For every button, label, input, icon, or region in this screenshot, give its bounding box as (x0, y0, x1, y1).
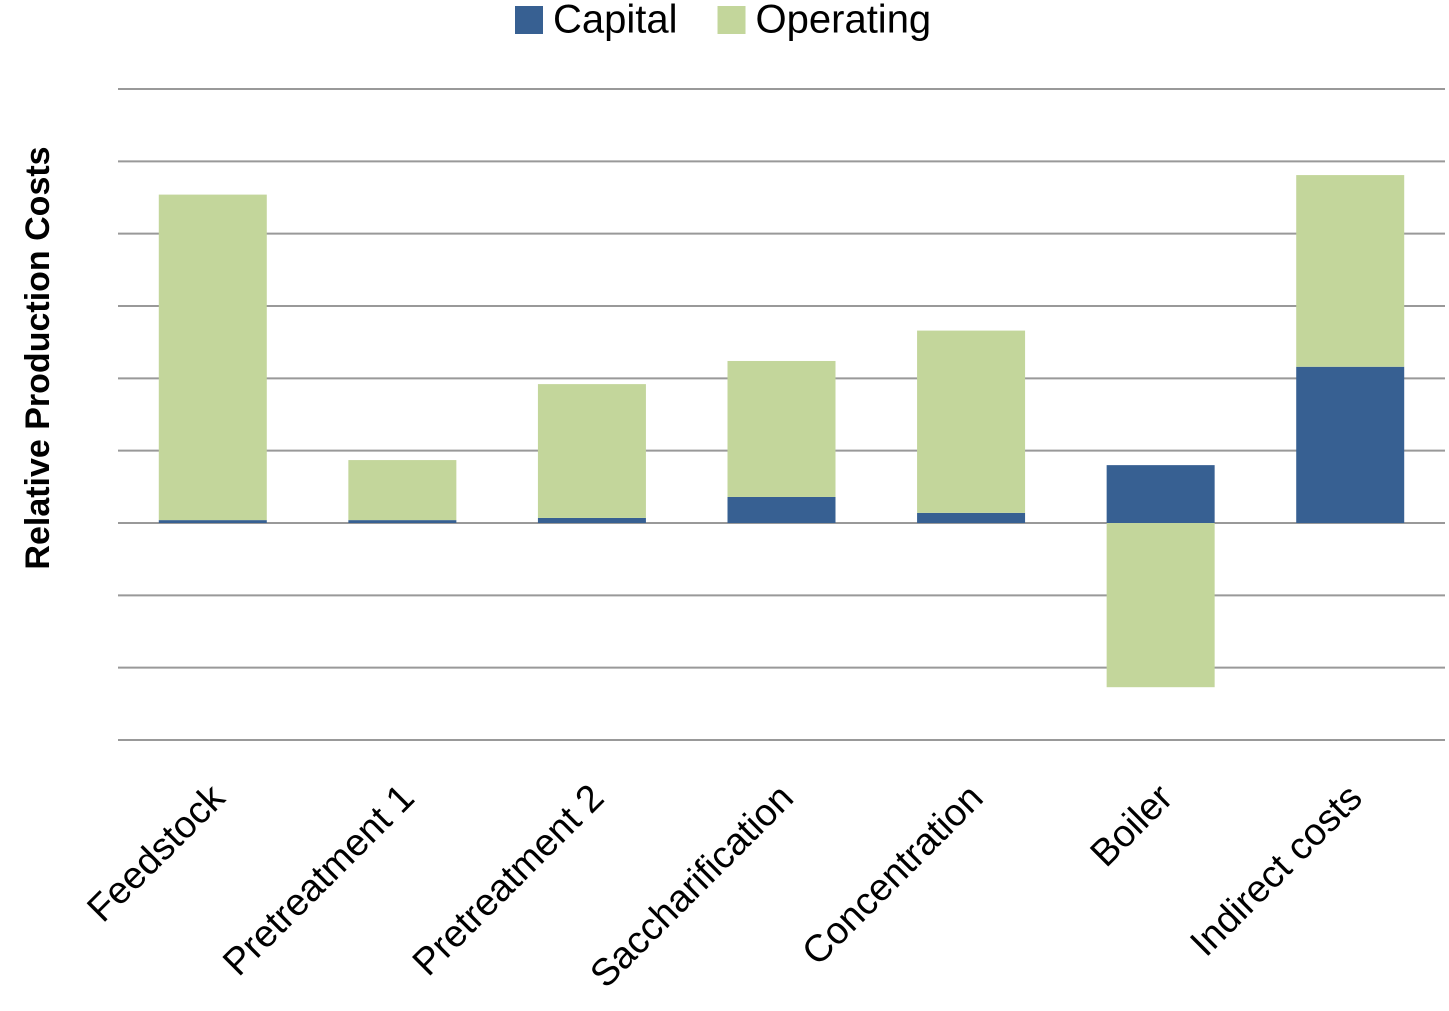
y-axis-title: Relative Production Costs (19, 146, 57, 569)
bar-segment (917, 330, 1026, 513)
x-tick-label: Pretreatment 1 (215, 777, 422, 984)
x-tick-label: Saccharification (582, 777, 801, 996)
bar-segment (1296, 366, 1405, 523)
legend-label: Capital (553, 0, 678, 42)
x-tick-label: Boiler (1083, 776, 1182, 875)
bar-segment (1296, 175, 1405, 367)
bar-segment (158, 520, 267, 523)
bar-segment (348, 520, 457, 523)
bar-segment (727, 496, 836, 523)
x-tick-label: Concentration (794, 777, 991, 974)
bar-segment (727, 360, 836, 497)
bar-segment (158, 194, 267, 521)
legend-swatch (717, 6, 746, 34)
bar-segment (1106, 465, 1215, 523)
bar-segment (917, 512, 1026, 523)
legend-swatch (515, 6, 543, 34)
bar-segment (1106, 523, 1215, 688)
legend-label: Operating (756, 0, 932, 42)
bar-segment (537, 517, 646, 523)
bar-segment (348, 460, 457, 521)
bar-segment (537, 384, 646, 518)
x-tick-label: Feedstock (79, 776, 233, 930)
x-tick-label: Indirect costs (1183, 777, 1371, 965)
x-tick-label: Pretreatment 2 (405, 777, 612, 984)
